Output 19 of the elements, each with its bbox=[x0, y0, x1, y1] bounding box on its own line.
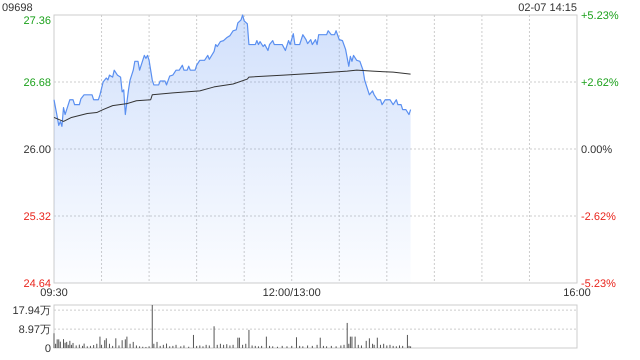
x-tick-label: 09:30 bbox=[40, 287, 68, 299]
y-tick-label: 17.94万 bbox=[12, 305, 51, 318]
y-tick-label: 27.36 bbox=[23, 15, 51, 27]
y-tick-label: 8.97万 bbox=[18, 324, 51, 336]
y-tick-label: 24.64 bbox=[23, 278, 51, 290]
y2-tick-label: -2.62% bbox=[581, 211, 616, 224]
y2-tick-label: +2.62% bbox=[581, 76, 619, 89]
y-tick-label: 0 bbox=[44, 343, 51, 355]
text: 02-07 14:15 bbox=[518, 2, 577, 14]
y-tick-label: 26.68 bbox=[23, 77, 51, 89]
x-tick-label: 16:00 bbox=[563, 287, 591, 299]
y-tick-label: 25.32 bbox=[23, 211, 51, 223]
y2-tick-label: 0.00% bbox=[581, 144, 612, 156]
y2-tick-label: -5.23% bbox=[581, 278, 616, 290]
x-tick-label: 12:00/13:00 bbox=[262, 287, 321, 299]
y-tick-label: 26.00 bbox=[23, 144, 51, 156]
line-series bbox=[54, 70, 412, 122]
chart-title: 09698 bbox=[2, 2, 33, 14]
y2-tick-label: +5.23% bbox=[581, 10, 619, 22]
